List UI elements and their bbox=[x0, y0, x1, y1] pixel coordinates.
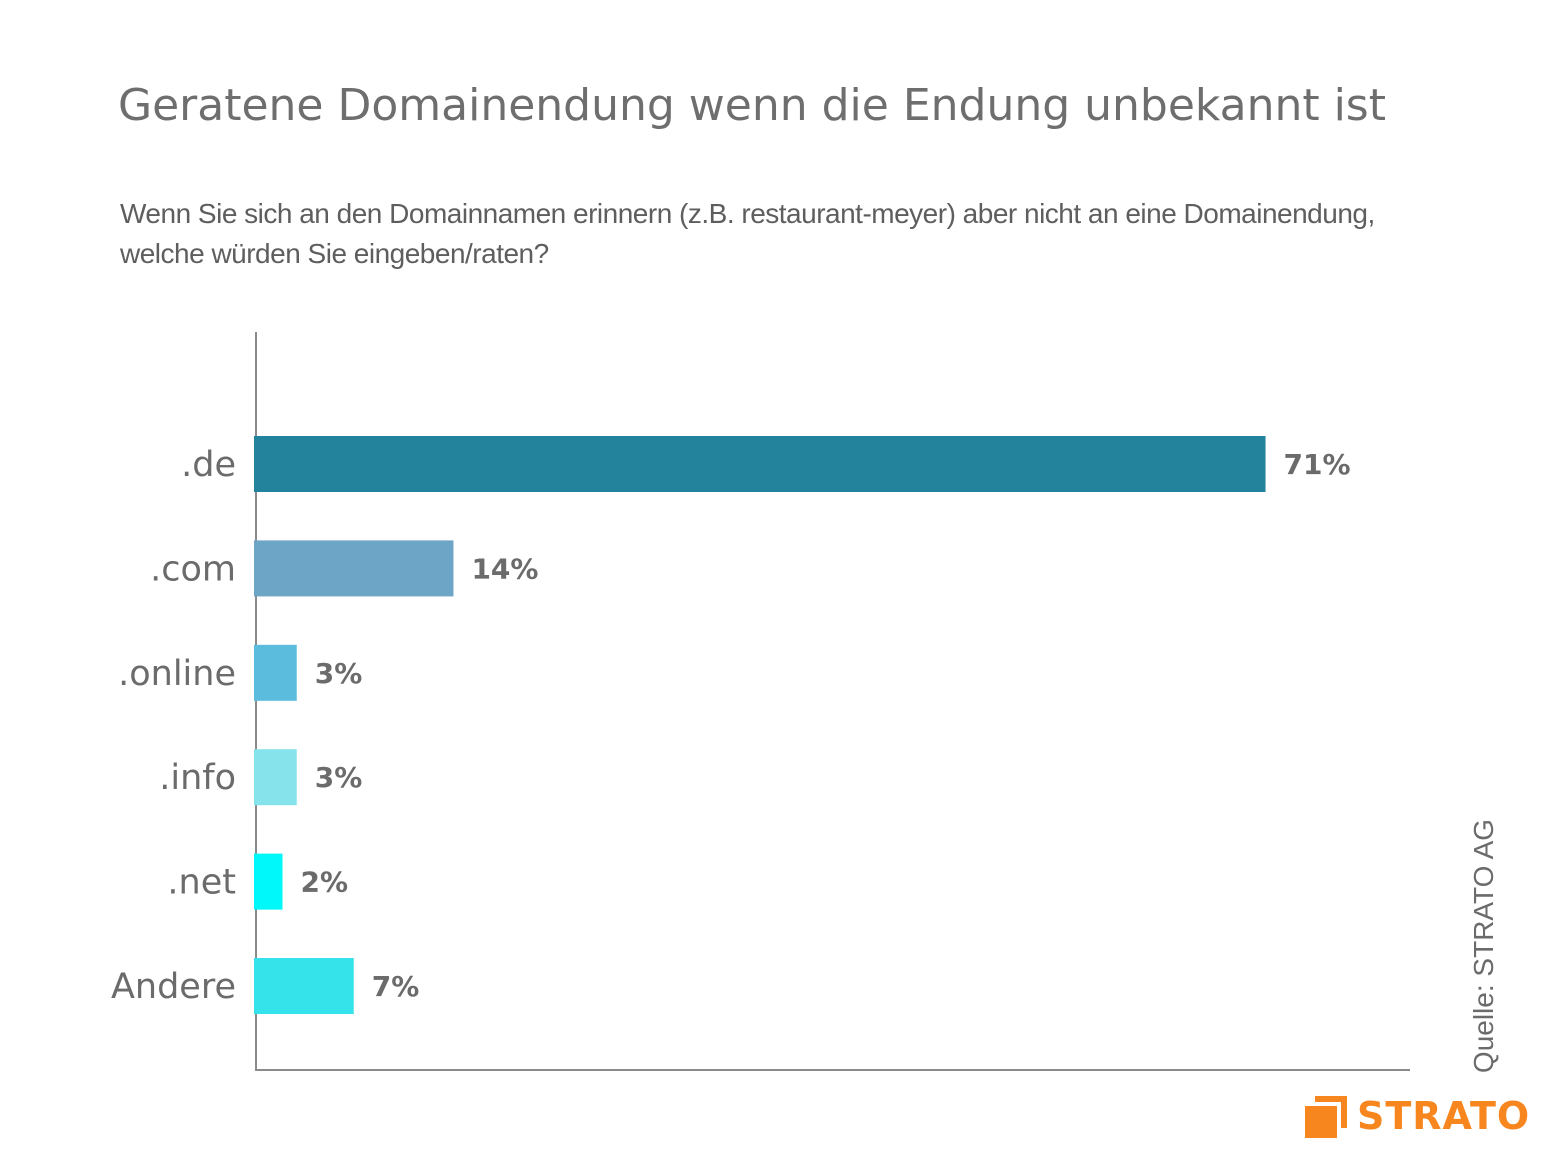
value-label: 3% bbox=[315, 761, 363, 794]
source-note: Quelle: STRATO AG bbox=[1468, 818, 1499, 1074]
strato-logo-icon bbox=[1305, 1096, 1347, 1138]
category-label: .info bbox=[159, 758, 236, 798]
value-label: 2% bbox=[300, 866, 348, 899]
bar-5 bbox=[254, 958, 354, 1014]
category-label: .net bbox=[167, 863, 236, 903]
category-label: Andere bbox=[111, 967, 236, 1007]
value-label: 7% bbox=[372, 970, 420, 1003]
bar-4 bbox=[254, 853, 283, 910]
bar-1 bbox=[254, 540, 454, 597]
value-label: 3% bbox=[315, 657, 363, 690]
bar-3 bbox=[254, 749, 297, 806]
category-label: .online bbox=[118, 654, 236, 694]
bar-0 bbox=[254, 436, 1266, 492]
value-label: 71% bbox=[1284, 448, 1351, 481]
strato-logo-text: STRATO bbox=[1357, 1094, 1531, 1138]
chart-subtitle: Wenn Sie sich an den Domainnamen erinner… bbox=[120, 198, 1375, 269]
category-label: .com bbox=[150, 549, 236, 589]
chart-title: Geratene Domainendung wenn die Endung un… bbox=[118, 80, 1386, 131]
value-label: 14% bbox=[471, 552, 538, 585]
strato-logo: STRATO bbox=[1305, 1093, 1530, 1139]
category-label: .de bbox=[181, 445, 236, 485]
bar-2 bbox=[254, 644, 297, 701]
